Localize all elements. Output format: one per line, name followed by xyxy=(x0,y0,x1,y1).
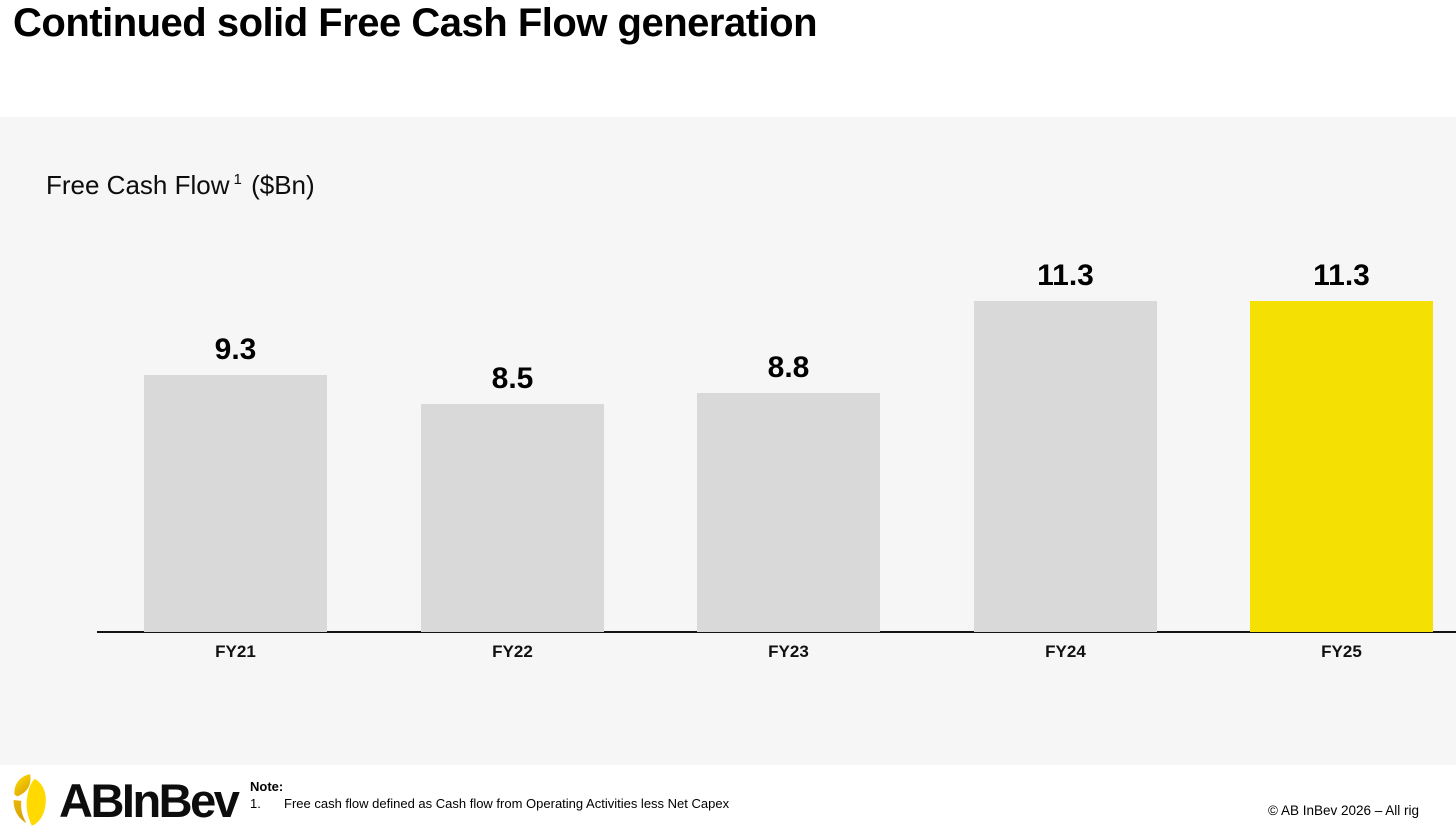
footnote-block: Note: 1. Free cash flow defined as Cash … xyxy=(250,779,729,812)
chart-title-unit: ($Bn) xyxy=(251,170,315,200)
copyright-text: © AB InBev 2026 – All rig xyxy=(1268,803,1420,818)
note-label: Note: xyxy=(250,779,284,794)
slide-title: Continued solid Free Cash Flow generatio… xyxy=(13,1,818,45)
chart-title-text: Free Cash Flow xyxy=(46,170,230,200)
footnote-ref-superscript: 1 xyxy=(233,171,242,189)
chart-panel xyxy=(0,117,1456,765)
logo-leaf-right xyxy=(26,778,46,826)
footnote-number: 1. xyxy=(250,795,261,811)
footnote-text: Free cash flow defined as Cash flow from… xyxy=(284,795,730,811)
footnote-item: 1. Free cash flow defined as Cash flow f… xyxy=(250,796,729,813)
chart-title: Free Cash Flow 1 ($Bn) xyxy=(46,170,315,201)
abinbev-logo-text: ABInBev xyxy=(59,773,240,827)
abinbev-logo: ABInBev xyxy=(8,772,240,828)
logo-petal-top-left xyxy=(14,774,31,797)
abinbev-leaf-icon xyxy=(13,774,46,826)
logo-crescent-bottom-left xyxy=(13,800,27,823)
